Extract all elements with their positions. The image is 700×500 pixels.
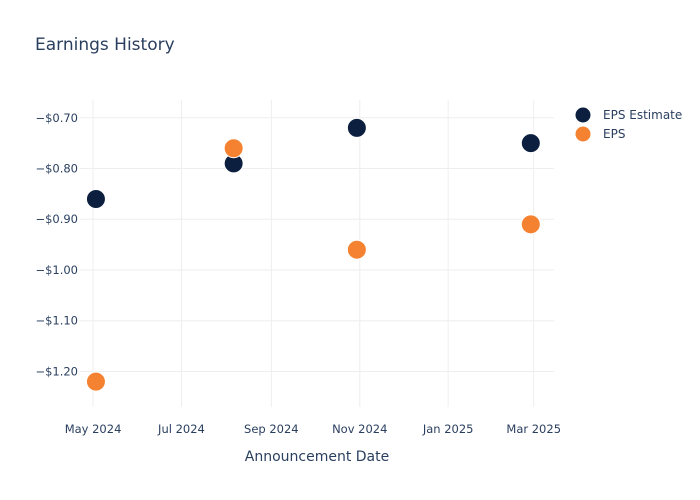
eps-estimate-point (346, 117, 367, 138)
y-tick-label: −$1.00 (35, 263, 78, 277)
x-tick-label: May 2024 (65, 422, 122, 436)
y-axis-ticks: −$0.70 −$0.80 −$0.90 −$1.00 −$1.10 −$1.20 (35, 111, 78, 379)
legend-label-eps: EPS (603, 127, 625, 141)
legend-label-eps-estimate: EPS Estimate (603, 108, 682, 122)
y-tick-label: −$0.80 (35, 162, 78, 176)
eps-estimate-point (85, 188, 106, 209)
legend: EPS Estimate EPS (574, 106, 682, 143)
legend-marker-eps (574, 125, 592, 143)
y-tick-label: −$1.10 (35, 314, 78, 328)
legend-marker-eps-estimate (574, 106, 592, 124)
grid-layer (80, 100, 554, 407)
y-tick-label: −$0.70 (35, 111, 78, 125)
x-tick-label: Sep 2024 (244, 422, 299, 436)
x-axis-title: Announcement Date (245, 449, 389, 465)
x-tick-label: Jan 2025 (422, 422, 474, 436)
eps-point (346, 239, 367, 260)
x-tick-label: Jul 2024 (157, 422, 205, 436)
data-points (85, 117, 541, 392)
y-tick-label: −$1.20 (35, 364, 78, 378)
chart-title: Earnings History (35, 35, 175, 55)
y-tick-label: −$0.90 (35, 212, 78, 226)
x-axis-ticks: May 2024 Jul 2024 Sep 2024 Nov 2024 Jan 2025… (65, 422, 561, 436)
eps-point (85, 371, 106, 392)
x-tick-label: Nov 2024 (332, 422, 387, 436)
x-tick-label: Mar 2025 (506, 422, 561, 436)
eps-estimate-point (520, 133, 541, 154)
eps-point (520, 214, 541, 235)
eps-point (223, 138, 244, 159)
